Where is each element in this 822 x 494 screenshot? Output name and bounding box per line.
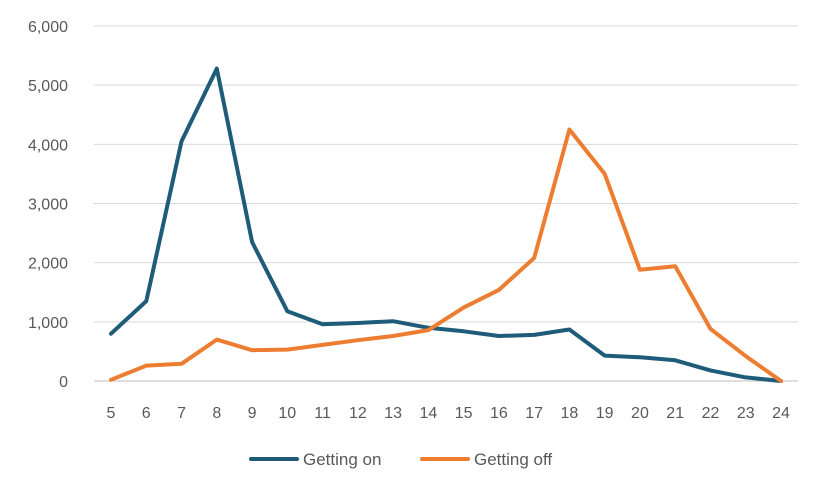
series-lines	[109, 66, 783, 383]
y-tick-label: 5,000	[28, 78, 68, 95]
x-tick-label: 20	[631, 405, 649, 422]
y-tick-label: 6,000	[28, 19, 68, 36]
x-tick-label: 5	[107, 405, 116, 422]
y-tick-label: 0	[59, 374, 68, 391]
y-axis-tick-labels: 0 1,000 2,000 3,000 4,000 5,000 6,000	[28, 19, 68, 391]
x-tick-label: 21	[666, 405, 684, 422]
y-tick-label: 4,000	[28, 137, 68, 154]
x-tick-label: 18	[561, 405, 579, 422]
x-tick-label: 13	[384, 405, 402, 422]
x-tick-label: 7	[177, 405, 186, 422]
x-tick-label: 22	[702, 405, 720, 422]
x-tick-label: 10	[278, 405, 296, 422]
x-tick-label: 8	[212, 405, 221, 422]
legend-label: Getting off	[474, 450, 552, 469]
legend-label: Getting on	[303, 450, 381, 469]
x-tick-label: 14	[419, 405, 437, 422]
y-tick-label: 2,000	[28, 256, 68, 273]
gridlines	[94, 25, 798, 382]
x-tick-label: 19	[596, 405, 614, 422]
x-axis-tick-labels: 5 6 7 8 9 10 11 12 13 14 15 16 17 18 19 20 21 22 23 24	[107, 405, 790, 422]
x-tick-label: 16	[490, 405, 508, 422]
x-tick-label: 15	[455, 405, 473, 422]
series-line-getting-on	[109, 66, 783, 383]
x-tick-label: 6	[142, 405, 151, 422]
x-tick-label: 24	[772, 405, 790, 422]
x-tick-label: 23	[737, 405, 755, 422]
x-tick-label: 9	[248, 405, 257, 422]
x-tick-label: 12	[349, 405, 367, 422]
x-tick-label: 17	[525, 405, 543, 422]
legend: Getting on Getting off	[249, 450, 552, 469]
y-tick-label: 3,000	[28, 197, 68, 214]
x-tick-label: 11	[314, 405, 331, 422]
series-line-getting-off	[109, 127, 783, 383]
y-tick-label: 1,000	[28, 315, 68, 332]
